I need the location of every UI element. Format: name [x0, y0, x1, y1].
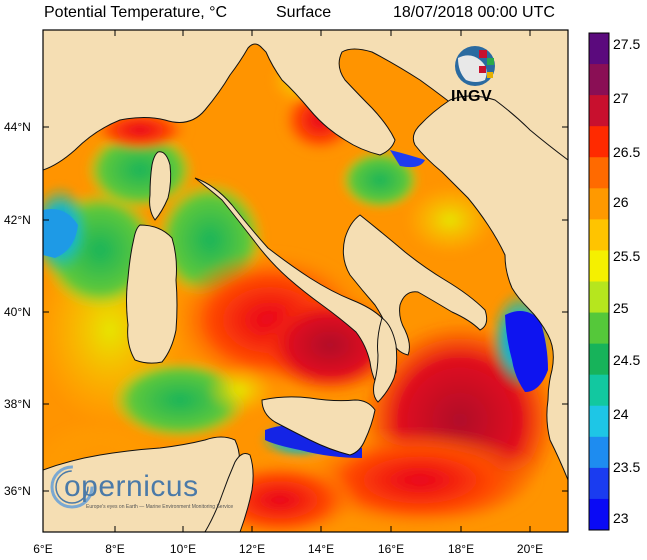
colorbar-label-27-5: 27.5 [613, 36, 641, 52]
copernicus-logo [50, 465, 94, 509]
colorbar-segment [589, 498, 609, 531]
cold-patch-sardinia-west [43, 209, 78, 258]
colorbar-segment [589, 33, 609, 65]
colorbar-segment [589, 405, 609, 438]
colorbar-segment [589, 188, 609, 220]
colorbar-frame [588, 32, 610, 531]
colorbar-segment [589, 281, 609, 314]
lon-label-12e: 12°E [238, 542, 266, 556]
colorbar-label-24-5: 24.5 [613, 352, 641, 368]
colorbar-label-23: 23 [613, 510, 629, 526]
copernicus-tagline: Europe's eyes on Earth — Marine Environm… [86, 504, 234, 510]
colorbar-segment [589, 374, 609, 407]
cold-patch-adriatic [390, 150, 425, 168]
lon-label-6e: 6°E [33, 542, 53, 556]
colorbar-label-24: 24 [613, 406, 629, 422]
lon-label-10e: 10°E [169, 542, 197, 556]
colorbar-segment [589, 436, 609, 469]
colorbar-label-27: 27 [613, 90, 629, 106]
colorbar-label-25: 25 [613, 300, 629, 316]
cold-patch-ionian-east [505, 311, 548, 392]
ingv-logo [455, 46, 495, 86]
lon-label-18e: 18°E [447, 542, 475, 556]
land-masses [43, 30, 568, 532]
ingv-logo-text: INGV [451, 88, 493, 105]
lon-label-16e: 16°E [377, 542, 405, 556]
lon-label-8e: 8°E [105, 542, 125, 556]
lat-label-42n: 42°N [4, 213, 31, 227]
colorbar-label-26: 26 [613, 194, 629, 210]
map-frame [42, 29, 569, 533]
lat-label-40n: 40°N [4, 305, 31, 319]
lon-label-20e: 20°E [516, 542, 544, 556]
colorbar-segment [589, 467, 609, 500]
colorbar [589, 33, 609, 531]
colorbar-segment [589, 126, 609, 158]
colorbar-label-23-5: 23.5 [613, 459, 641, 475]
colorbar-label-26-5: 26.5 [613, 144, 641, 160]
lon-label-14e: 14°E [307, 542, 335, 556]
colorbar-segment [589, 157, 609, 189]
colorbar-segment [589, 343, 609, 376]
date-time: 18/07/2018 00:00 UTC [393, 4, 555, 21]
colorbar-segment [589, 250, 609, 282]
colorbar-segment [589, 312, 609, 345]
lat-label-38n: 38°N [4, 397, 31, 411]
colorbar-segment [589, 219, 609, 251]
copernicus-logo-text: opernicus [64, 470, 199, 503]
map-title: Potential Temperature, °C [44, 4, 228, 21]
colorbar-label-25-5: 25.5 [613, 248, 641, 264]
colorbar-segment [589, 64, 609, 96]
depth-level: Surface [276, 4, 332, 21]
lat-label-36n: 36°N [4, 484, 31, 498]
lat-label-44n: 44°N [4, 120, 31, 134]
colorbar-segment [589, 95, 609, 127]
